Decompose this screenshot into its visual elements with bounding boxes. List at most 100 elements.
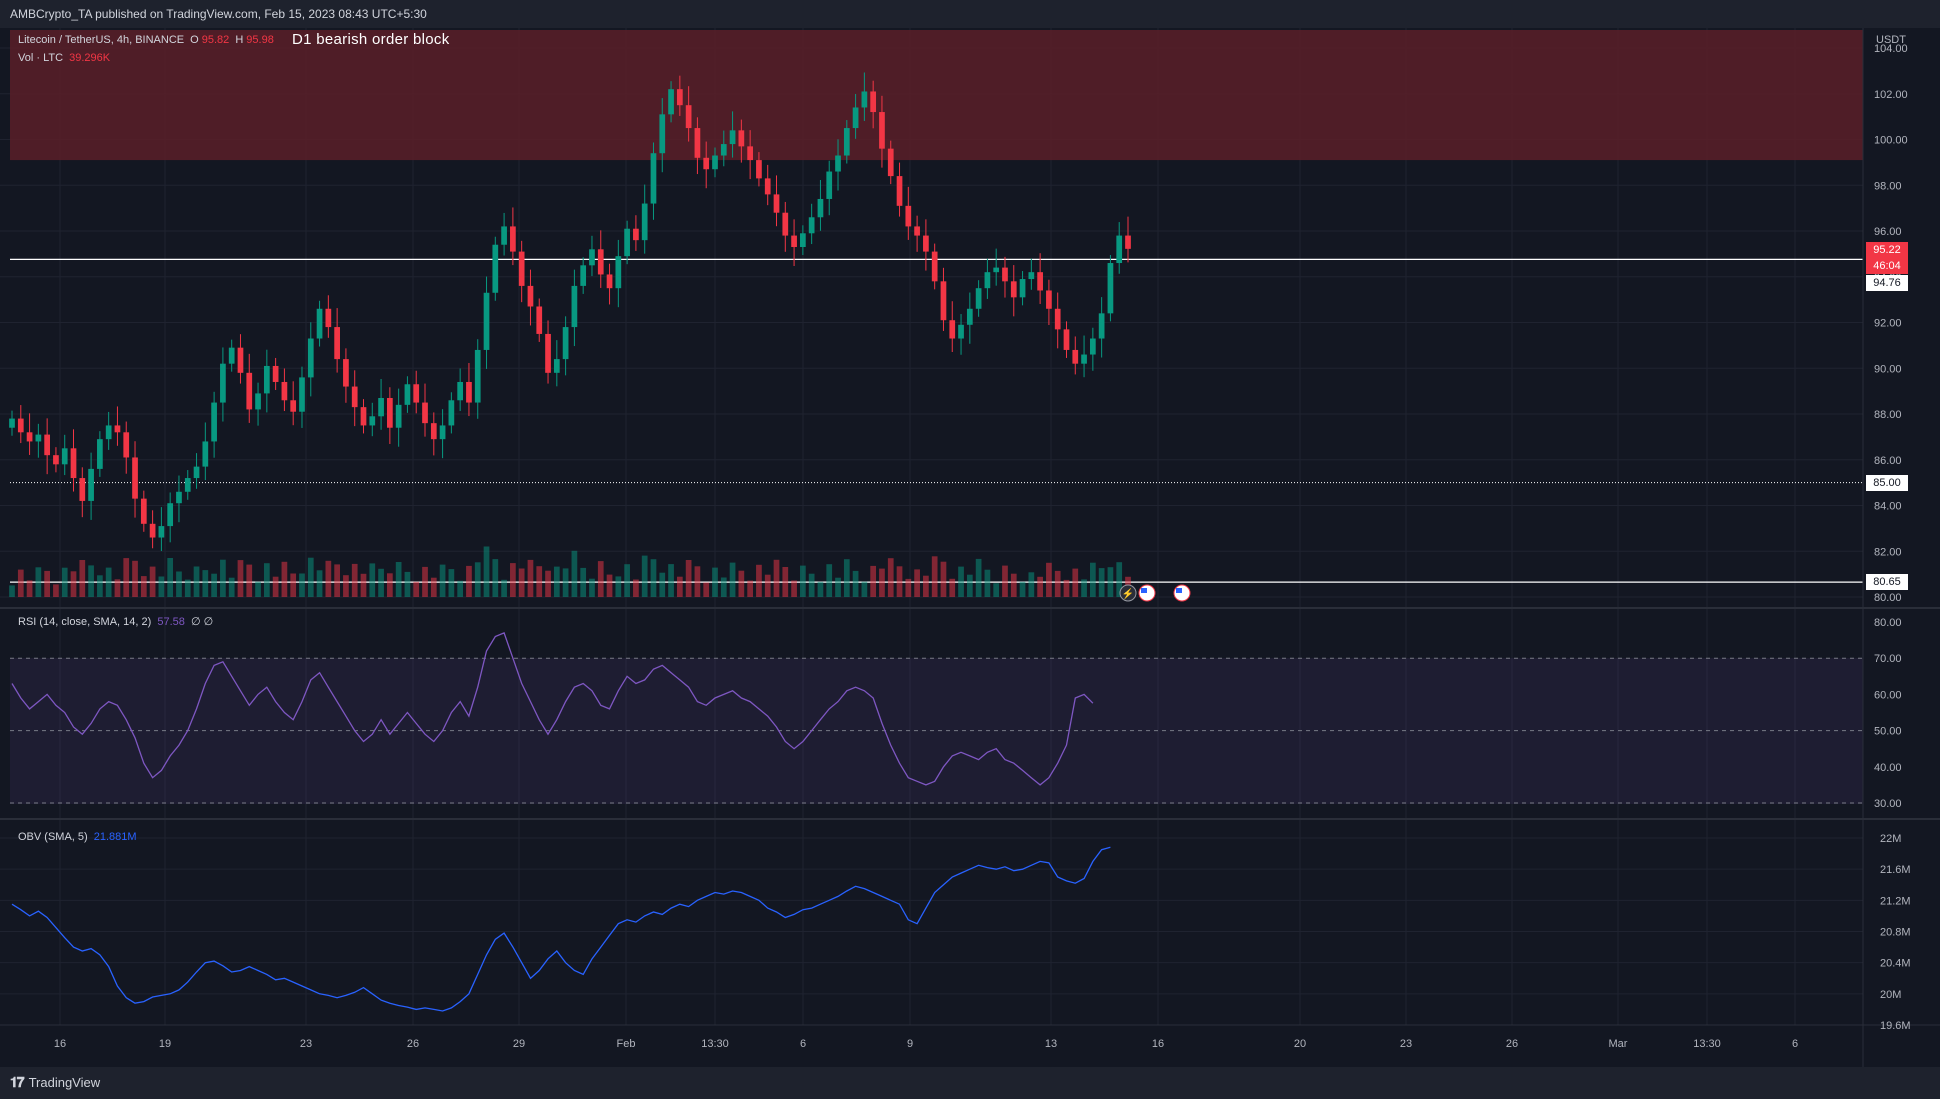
volume-bar-16	[149, 566, 156, 597]
volume-bar-42	[378, 568, 384, 597]
candle-body-102	[905, 205, 912, 227]
volume-bar-24	[220, 559, 226, 597]
candle-body-92	[817, 198, 824, 218]
volume-bar-50	[448, 569, 455, 597]
volume-bar-122	[1081, 579, 1087, 597]
volume-bar-89	[791, 580, 797, 597]
candle-body-48	[430, 423, 437, 440]
volume-bar-93	[826, 564, 833, 597]
time-tick-3: 26	[407, 1038, 419, 1050]
candle-body-76	[676, 89, 683, 106]
candle-body-44	[395, 404, 402, 428]
volume-bar-83	[738, 570, 745, 597]
candle-body-30	[272, 365, 279, 382]
candle-body-124	[1098, 313, 1105, 339]
candle-body-83	[738, 130, 745, 147]
volume-bar-101	[896, 566, 903, 597]
candle-body-72	[641, 203, 648, 241]
open-value: 95.82	[201, 34, 230, 46]
candle-body-67	[597, 249, 604, 275]
candle-body-46	[413, 384, 420, 403]
volume-bar-29	[263, 563, 270, 597]
volume-bar-17	[158, 576, 165, 597]
candle-body-80	[712, 155, 718, 170]
volume-bar-75	[668, 564, 674, 597]
candle-body-22	[202, 441, 209, 467]
tradingview-logo[interactable]: 𝟏𝟕 TradingView	[10, 1074, 100, 1091]
rsi-tick-1: 70.00	[1874, 653, 1902, 665]
candle-body-54	[483, 292, 490, 350]
candle-body-105	[931, 251, 938, 282]
volume-bar-36	[325, 560, 332, 597]
volume-bar-82	[729, 562, 736, 597]
volume-bar-11	[105, 567, 112, 597]
candle-body-64	[571, 285, 578, 328]
volume-bar-120	[1063, 579, 1070, 597]
volume-bar-76	[676, 576, 683, 597]
time-tick-16: 6	[1792, 1038, 1798, 1050]
event-markers[interactable]: ⚡	[1119, 584, 1191, 602]
candle-body-74	[659, 114, 666, 154]
rsi-tick-2: 60.00	[1874, 689, 1902, 701]
current-price-tag: 95.22	[1866, 242, 1908, 258]
candle-body-26	[237, 347, 244, 373]
volume-bar-23	[211, 573, 217, 597]
volume-bar-14	[132, 560, 138, 597]
volume-bar-80	[712, 567, 718, 597]
price-tick-4: 96.00	[1874, 226, 1902, 238]
volume-legend[interactable]: Vol · LTC 39.296K	[18, 52, 113, 64]
volume-bar-39	[351, 563, 358, 597]
candle-body-111	[984, 272, 991, 289]
volume-bar-102	[905, 578, 912, 597]
candle-body-17	[158, 526, 165, 538]
volume-bar-18	[167, 558, 174, 597]
volume-bar-109	[966, 574, 973, 597]
currency-label: USDT	[1876, 34, 1906, 46]
volume-bar-13	[123, 558, 130, 597]
candle-body-18	[167, 503, 174, 527]
chart-canvas[interactable]: 104.00102.00100.0098.0096.0094.0092.0090…	[0, 28, 1940, 1067]
obv-legend[interactable]: OBV (SMA, 5) 21.881M	[18, 831, 140, 843]
volume-bar-77	[685, 560, 692, 597]
high-label: H	[235, 34, 244, 46]
candle-body-50	[448, 400, 455, 426]
time-tick-2: 23	[300, 1038, 312, 1050]
volume-bar-98	[870, 565, 877, 597]
candle-body-9	[88, 468, 94, 501]
volume-bar-116	[1028, 572, 1035, 597]
candle-body-79	[703, 157, 710, 170]
candle-body-109	[966, 308, 973, 325]
volume-bar-32	[290, 573, 297, 597]
volume-bar-96	[852, 570, 859, 597]
candle-body-6	[61, 448, 68, 465]
order-block-zone	[10, 30, 1863, 161]
symbol-legend[interactable]: Litecoin / TetherUS, 4h, BINANCE O 95.82 …	[18, 34, 277, 46]
candle-body-88	[782, 212, 789, 236]
rsi-value: 57.58	[157, 616, 185, 628]
time-tick-5: Feb	[617, 1038, 636, 1050]
open-label: O	[190, 34, 199, 46]
rsi-tick-5: 30.00	[1874, 798, 1902, 810]
volume-bar-70	[624, 564, 630, 597]
volume-bar-114	[1010, 573, 1017, 597]
price-tick-6: 92.00	[1874, 318, 1902, 330]
volume-bar-15	[140, 576, 147, 597]
volume-bar-72	[641, 555, 648, 597]
volume-bar-61	[545, 570, 551, 597]
price-tick-9: 86.00	[1874, 455, 1902, 467]
volume-bar-74	[659, 572, 666, 597]
level-low-tag: 80.65	[1866, 574, 1908, 590]
volume-bar-79	[703, 582, 710, 597]
volume-bar-125	[1107, 567, 1114, 597]
candle-body-108	[958, 324, 964, 339]
lightning-icon[interactable]	[1119, 584, 1137, 602]
obv-label: OBV (SMA, 5)	[18, 831, 88, 843]
rsi-tick-4: 40.00	[1874, 762, 1902, 774]
volume-bar-62	[553, 566, 560, 597]
rsi-legend[interactable]: RSI (14, close, SMA, 14, 2) 57.58 ∅ ∅	[18, 615, 216, 628]
volume-bar-87	[773, 559, 780, 597]
volume-bar-53	[474, 562, 481, 597]
candle-body-99	[879, 112, 885, 149]
volume-bar-86	[764, 574, 771, 597]
rsi-extra: ∅ ∅	[190, 616, 214, 628]
